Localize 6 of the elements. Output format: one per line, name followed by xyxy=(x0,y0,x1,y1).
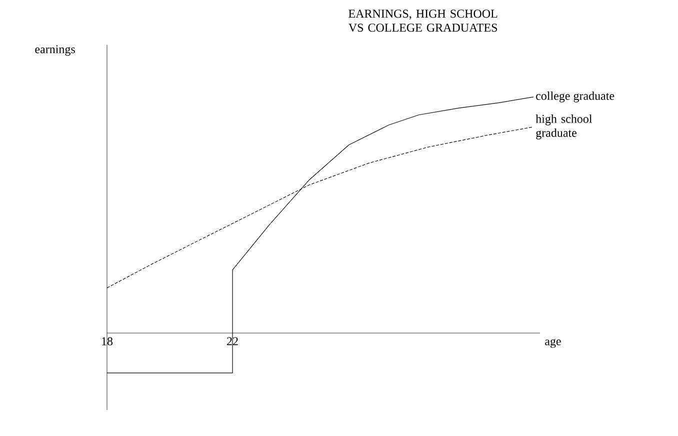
chart-title: EARNINGS, HIGH SCHOOL VS COLLEGE GRADUATES xyxy=(348,10,498,32)
series-label: high school graduate xyxy=(536,114,592,140)
x-axis-title: age xyxy=(545,339,561,348)
y-axis-title: earnings xyxy=(35,45,75,56)
series-label: college graduate xyxy=(536,91,614,102)
x-tick-label: 18 xyxy=(102,337,113,346)
